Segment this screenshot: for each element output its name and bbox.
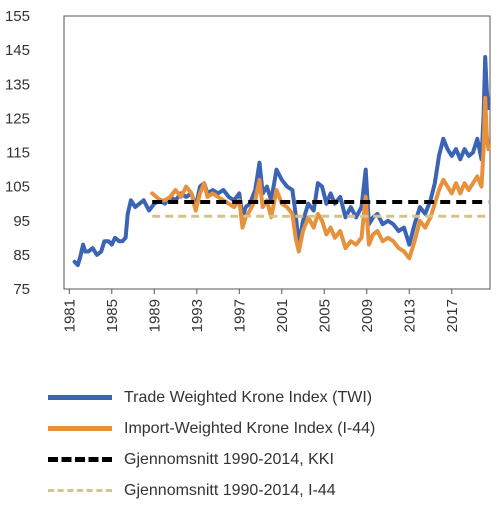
x-tick-label: 2017 bbox=[444, 299, 461, 332]
series-layer bbox=[72, 55, 491, 268]
y-tick-label: 155 bbox=[5, 8, 30, 25]
x-tick-label: 2005 bbox=[316, 299, 333, 332]
y-tick-label: 85 bbox=[13, 247, 30, 264]
x-tick-label: 1985 bbox=[104, 299, 121, 332]
y-tick-label: 115 bbox=[6, 145, 30, 162]
x-tick-label: 1997 bbox=[231, 299, 248, 332]
y-tick-label: 145 bbox=[5, 42, 30, 59]
series-i44-line bbox=[150, 95, 491, 261]
x-tick-label: 1993 bbox=[189, 299, 206, 332]
legend-item-kki-average: Gjennomsnitt 1990-2014, KKI bbox=[48, 444, 375, 475]
legend-swatch-twi bbox=[48, 395, 112, 400]
legend-label-twi: Trade Weighted Krone Index (TWI) bbox=[124, 388, 373, 406]
legend-item-twi: Trade Weighted Krone Index (TWI) bbox=[48, 382, 375, 413]
x-tick-label: 2013 bbox=[401, 299, 418, 332]
legend-swatch-i44-average bbox=[48, 489, 112, 492]
legend-label-kki-average: Gjennomsnitt 1990-2014, KKI bbox=[124, 450, 334, 468]
legend-item-i44-average: Gjennomsnitt 1990-2014, I-44 bbox=[48, 475, 375, 506]
legend-swatch-i44 bbox=[48, 426, 112, 431]
legend-label-i44-average: Gjennomsnitt 1990-2014, I-44 bbox=[124, 481, 336, 499]
y-tick-label: 125 bbox=[5, 110, 30, 127]
x-tick-label: 1989 bbox=[146, 299, 163, 332]
legend-label-i44: Import-Weighted Krone Index (I-44) bbox=[124, 419, 376, 437]
plot-area bbox=[63, 15, 491, 290]
legend-swatch-kki-average bbox=[48, 457, 112, 462]
x-tick-label: 1981 bbox=[61, 299, 78, 332]
legend: Trade Weighted Krone Index (TWI) Import-… bbox=[48, 382, 375, 506]
y-tick-label: 75 bbox=[13, 281, 30, 298]
y-axis-ticks: 155 145 135 125 115 105 95 85 75 bbox=[5, 8, 30, 298]
y-tick-label: 135 bbox=[5, 76, 30, 93]
x-tick-label: 2009 bbox=[359, 299, 376, 332]
series-twi-line bbox=[72, 55, 491, 268]
legend-item-i44: Import-Weighted Krone Index (I-44) bbox=[48, 413, 375, 444]
x-tick-label: 2001 bbox=[274, 299, 291, 332]
chart: 155 145 135 125 115 105 95 85 75 1981 1985 1989 199… bbox=[5, 8, 491, 332]
y-tick-label: 105 bbox=[5, 179, 30, 196]
y-tick-label: 95 bbox=[13, 213, 30, 230]
x-axis-ticks: 1981 1985 1989 1993 1997 2001 2005 2009 2013 2017 bbox=[61, 289, 461, 332]
